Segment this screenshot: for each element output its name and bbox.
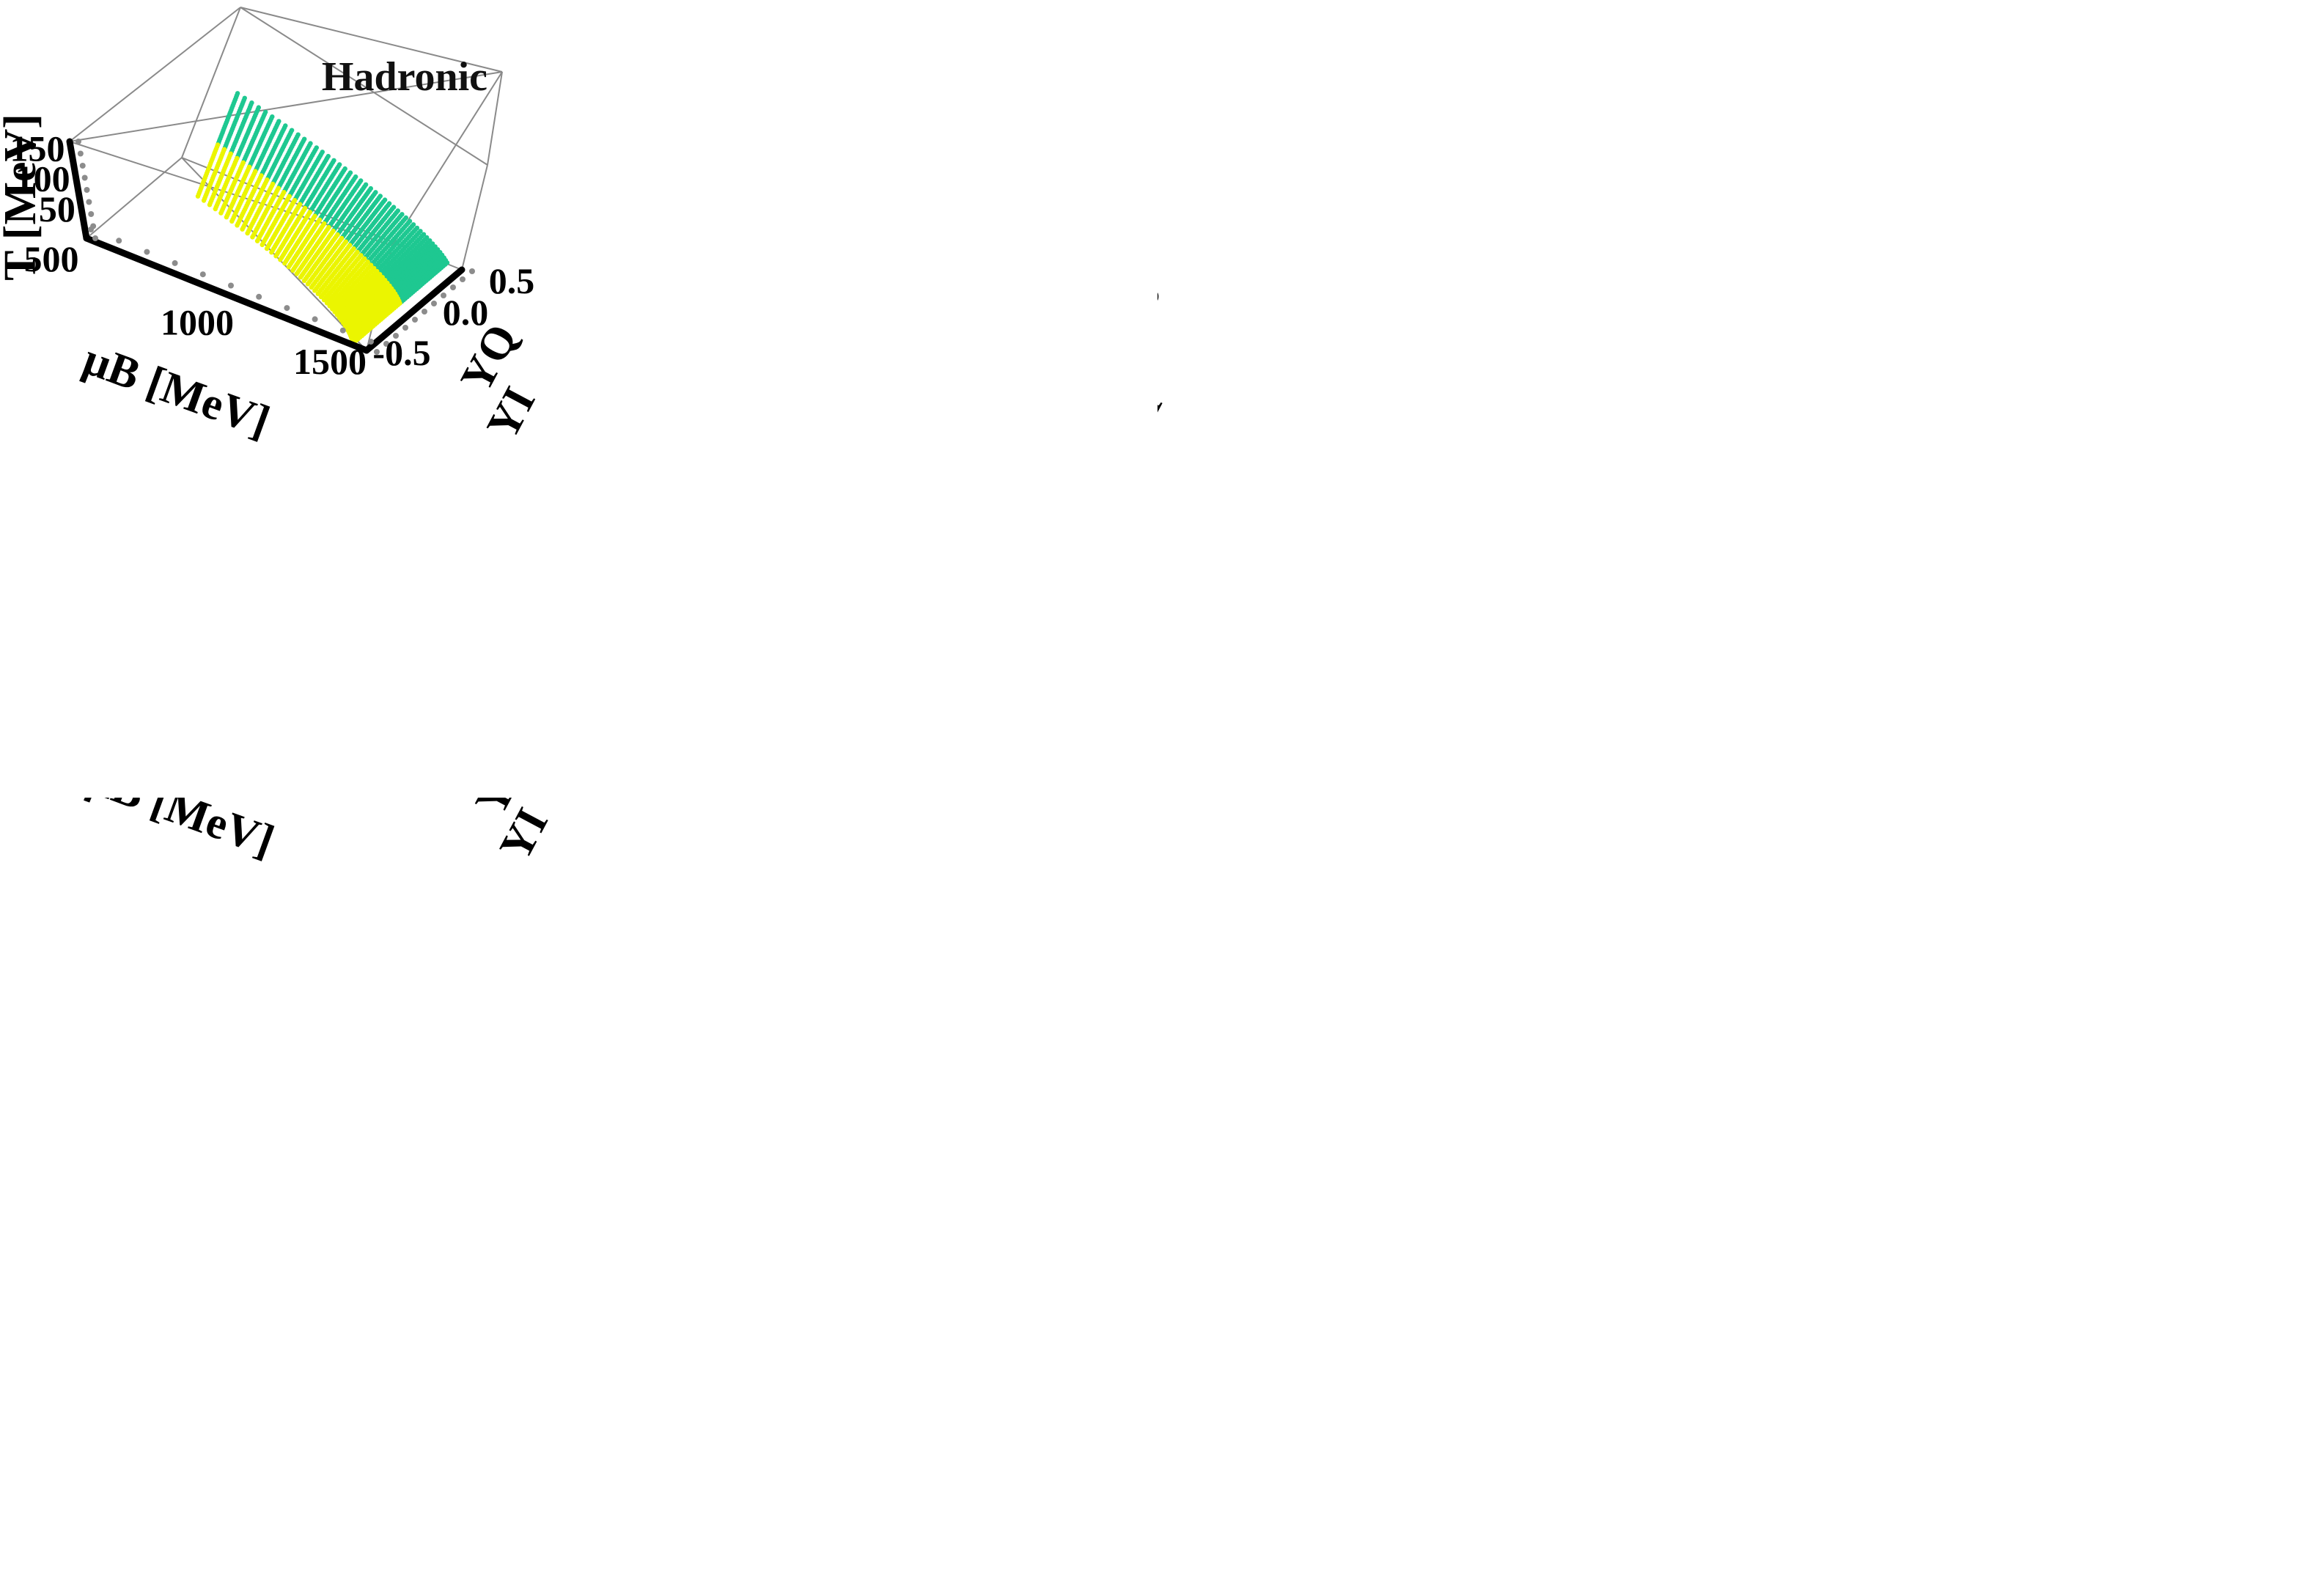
data-point	[302, 279, 306, 283]
tick-mark	[116, 238, 122, 243]
tick-mark	[284, 305, 290, 311]
tick-mark	[144, 249, 150, 255]
data-point	[240, 227, 244, 232]
data-point	[306, 282, 310, 286]
data-point	[298, 275, 303, 279]
tick-mark	[228, 283, 234, 289]
data-point	[278, 257, 282, 262]
data-point	[287, 265, 291, 269]
tick-mark	[469, 268, 475, 274]
y-tick-label: -0.5	[372, 332, 430, 373]
t-axis-label: T [MeV]	[0, 114, 45, 281]
y-tick-label: 0.5	[1158, 271, 1160, 312]
tick-mark	[256, 294, 262, 300]
tick-mark	[450, 284, 456, 290]
tick-mark	[422, 309, 427, 315]
box-edge-front	[487, 72, 502, 165]
data-point	[235, 223, 239, 227]
tick-mark	[86, 199, 92, 205]
tick-mark	[92, 235, 98, 241]
tick-mark	[402, 325, 408, 331]
tick-mark	[412, 317, 418, 323]
tick-mark	[76, 139, 81, 144]
data-point	[282, 261, 287, 265]
data-point	[269, 250, 273, 254]
x-tick-label: 1500	[293, 341, 367, 382]
data-point	[207, 202, 212, 207]
data-point	[295, 271, 299, 276]
data-point	[245, 231, 249, 235]
data-point	[202, 198, 206, 202]
data-point	[229, 219, 234, 224]
tick-mark	[82, 175, 88, 181]
data-point	[273, 254, 278, 258]
tick-mark	[340, 328, 346, 334]
tick-mark	[460, 276, 465, 282]
tick-mark	[431, 301, 437, 306]
tick-mark	[312, 316, 318, 322]
box-edge-back	[87, 158, 182, 238]
tick-mark	[88, 211, 94, 217]
data-point	[290, 268, 295, 273]
box-edge-back	[462, 165, 487, 270]
tick-mark	[200, 271, 206, 277]
y-axis-label: YI	[1158, 383, 1172, 452]
tick-mark	[80, 163, 86, 169]
data-point	[213, 207, 218, 211]
data-point	[260, 243, 265, 247]
tick-mark	[90, 224, 96, 229]
x-tick-label: 1000	[161, 302, 234, 343]
x-axis-label: μB [MeV]	[77, 334, 276, 447]
data-point	[250, 235, 254, 239]
tick-mark	[84, 187, 90, 193]
y-tick-label: 0.5	[489, 260, 535, 301]
data-point	[196, 194, 200, 199]
phase-label: Hadronic	[322, 54, 487, 100]
data-point	[255, 239, 260, 243]
panel-hadronic-top: 500 1000 1500 -0.5 0.0 0.5 150 100 50 μB [MeV] YI Y…	[0, 0, 1158, 798]
data-point	[218, 210, 223, 215]
data-point	[224, 215, 229, 219]
data-point	[265, 246, 269, 251]
data-point	[309, 285, 314, 290]
tick-mark	[78, 151, 84, 157]
tick-mark	[172, 260, 178, 266]
